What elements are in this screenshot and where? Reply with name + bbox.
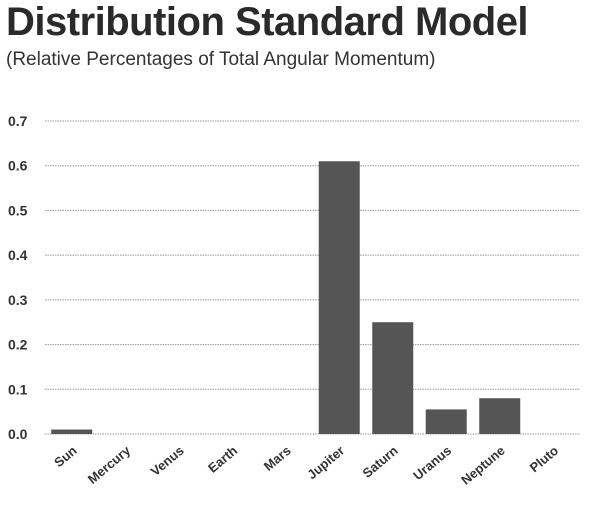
bar (51, 429, 93, 434)
x-category-label: Neptune (458, 443, 507, 488)
x-category-label: Pluto (527, 443, 562, 475)
bar (318, 161, 360, 434)
bar (372, 322, 414, 434)
y-tick-label: 0.5 (8, 202, 28, 218)
y-tick-label: 0.3 (8, 292, 28, 308)
y-tick-label: 0.6 (8, 158, 28, 174)
y-tick-label: 0.4 (8, 247, 28, 263)
x-category-label: Venus (148, 443, 187, 479)
x-category-label: Uranus (410, 443, 454, 483)
x-category-label: Saturn (359, 443, 400, 481)
x-category-label: Sun (51, 443, 79, 470)
bar (425, 409, 467, 434)
y-tick-label: 0.0 (8, 426, 28, 442)
y-tick-label: 0.1 (8, 381, 28, 397)
chart-title: Distribution Standard Model (6, 0, 529, 44)
bar (479, 398, 521, 434)
x-category-label: Jupiter (304, 443, 347, 482)
y-tick-label: 0.7 (8, 113, 28, 129)
x-category-label: Mercury (85, 442, 134, 486)
chart-subtitle: (Relative Percentages of Total Angular M… (6, 49, 436, 70)
x-category-label: Mars (261, 443, 294, 474)
x-category-label: Earth (205, 443, 240, 476)
y-tick-label: 0.2 (8, 337, 28, 353)
